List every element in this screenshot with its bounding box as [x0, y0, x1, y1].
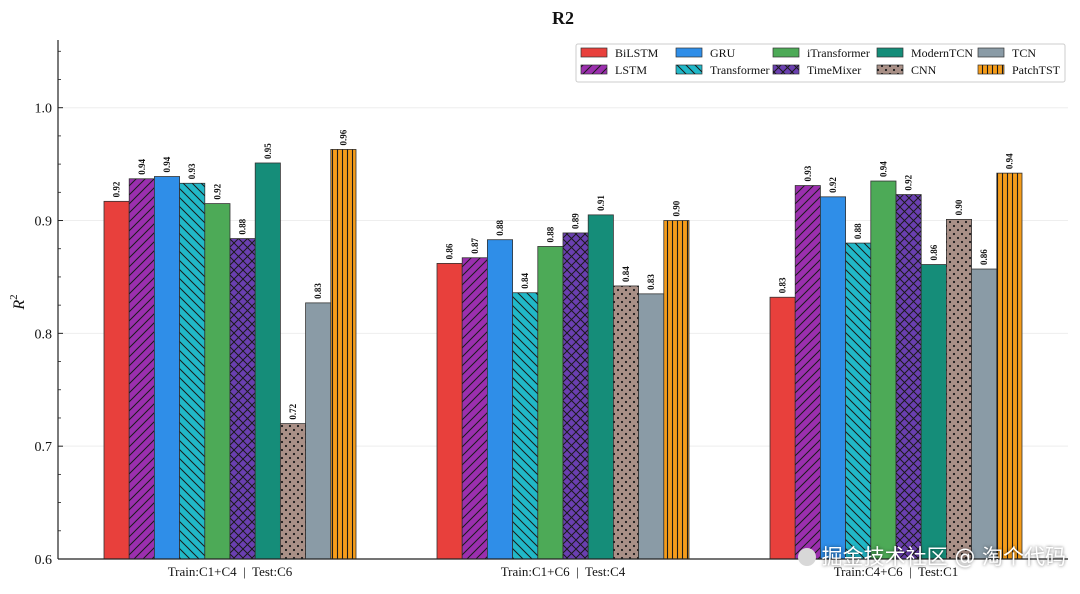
- bar-hatch-transformer-1: [179, 183, 205, 559]
- bar-moderntcn-1: [254, 162, 281, 560]
- bar-hatch-lstm-1: [129, 178, 155, 559]
- bar-bilstm-3: [769, 296, 796, 560]
- bar-hatch-lstm-2: [462, 257, 488, 559]
- bar-gru-1: [153, 176, 180, 560]
- data-label-lstm-2: 0.87: [470, 238, 480, 254]
- bar-itransformer-2: [537, 246, 564, 560]
- x-tick-label: Train:C1+C6 | Test:C4: [501, 564, 626, 579]
- data-label-transformer-1: 0.93: [187, 163, 197, 179]
- bar-gru-2: [486, 239, 513, 560]
- bar-itransformer-3: [870, 180, 897, 560]
- bar-hatch-cnn-3: [946, 219, 972, 559]
- bar-hatch-patchtst-3: [996, 173, 1022, 560]
- legend-label-moderntcn: ModernTCN: [911, 46, 973, 60]
- data-label-timemixer-2: 0.89: [571, 213, 581, 229]
- y-tick-label: 0.8: [35, 327, 53, 342]
- legend: BiLSTM LSTM GRU Transformer iTransformer Time…: [575, 43, 1066, 83]
- bar-moderntcn-2: [587, 214, 614, 560]
- bars: [103, 149, 1023, 560]
- axes: 0.6 0.7 0.8 0.9 1.0 Train:C1+C4 | Test:C6 Trai…: [35, 40, 1068, 579]
- bar-bilstm-2: [436, 262, 463, 560]
- data-label-moderntcn-1: 0.95: [263, 143, 273, 159]
- legend-swatch-hatch-lstm: [581, 65, 607, 74]
- legend-label-patchtst: PatchTST: [1012, 63, 1061, 77]
- y-tick-label: 1.0: [35, 102, 53, 117]
- bar-hatch-transformer-2: [512, 292, 538, 559]
- bar-itransformer-1: [204, 203, 231, 560]
- legend-swatch-hatch-timemixer: [773, 65, 799, 74]
- legend-label-lstm: LSTM: [615, 63, 647, 77]
- data-label-itransformer-2: 0.88: [545, 226, 555, 242]
- bar-hatch-cnn-2: [613, 285, 639, 559]
- chart-title: R2: [552, 8, 574, 28]
- data-label-bilstm-1: 0.92: [112, 181, 122, 197]
- data-label-timemixer-1: 0.88: [238, 218, 248, 234]
- bar-tcn-2: [638, 293, 665, 560]
- bar-hatch-timemixer-3: [896, 194, 922, 560]
- y-tick-label: 0.9: [35, 215, 53, 230]
- bar-hatch-lstm-3: [795, 185, 821, 559]
- y-axis-label: R2: [8, 294, 28, 310]
- data-label-lstm-3: 0.93: [803, 165, 813, 181]
- data-label-transformer-3: 0.88: [853, 223, 863, 239]
- bar-gru-3: [820, 196, 847, 560]
- legend-swatch-gru: [675, 47, 703, 58]
- bar-hatch-transformer-3: [845, 243, 871, 559]
- data-label-gru-3: 0.92: [828, 177, 838, 193]
- legend-swatch-itransformer: [772, 47, 800, 58]
- legend-label-transformer: Transformer: [710, 63, 770, 77]
- legend-swatch-tcn: [977, 47, 1005, 58]
- legend-swatch-bilstm: [580, 47, 608, 58]
- data-labels: 0.92 0.94 0.94 0.93 0.92 0.88 0.95 0.72 0.83 0.96…: [112, 129, 1015, 419]
- legend-swatch-hatch-patchtst: [978, 65, 1004, 74]
- data-label-patchtst-1: 0.96: [338, 129, 348, 145]
- wechat-icon: [797, 548, 816, 566]
- data-label-cnn-3: 0.90: [954, 199, 964, 215]
- bar-moderntcn-3: [920, 264, 947, 560]
- data-label-gru-1: 0.94: [162, 156, 172, 172]
- bar-hatch-patchtst-1: [330, 149, 356, 560]
- y-tick-label: 0.6: [35, 553, 53, 568]
- data-label-cnn-1: 0.72: [288, 403, 298, 419]
- data-label-tcn-3: 0.86: [979, 249, 989, 265]
- data-label-moderntcn-2: 0.91: [596, 195, 606, 211]
- legend-label-bilstm: BiLSTM: [615, 46, 659, 60]
- data-label-tcn-1: 0.83: [313, 283, 323, 299]
- legend-label-itransformer: iTransformer: [807, 46, 870, 60]
- data-label-moderntcn-3: 0.86: [929, 244, 939, 260]
- data-label-tcn-2: 0.83: [646, 274, 656, 290]
- x-tick-label: Train:C4+C6 | Test:C1: [834, 564, 959, 579]
- legend-swatch-hatch-transformer: [676, 65, 702, 74]
- legend-swatch-moderntcn: [876, 47, 904, 58]
- y-tick-label: 0.7: [35, 440, 53, 455]
- data-label-itransformer-1: 0.92: [212, 183, 222, 199]
- legend-label-tcn: TCN: [1012, 46, 1036, 60]
- legend-label-gru: GRU: [710, 46, 736, 60]
- bar-tcn-1: [305, 302, 332, 560]
- data-label-lstm-1: 0.94: [137, 159, 147, 175]
- data-label-cnn-2: 0.84: [621, 266, 631, 282]
- legend-label-timemixer: TimeMixer: [807, 63, 861, 77]
- bar-hatch-timemixer-2: [563, 232, 589, 559]
- watermark: 掘金技术社区 @ 淘个代码: [797, 541, 1066, 571]
- bar-hatch-timemixer-1: [230, 238, 256, 559]
- bar-bilstm-1: [103, 200, 130, 560]
- legend-swatch-hatch-cnn: [877, 65, 903, 74]
- data-label-itransformer-3: 0.94: [878, 161, 888, 177]
- data-label-patchtst-2: 0.90: [671, 200, 681, 216]
- data-label-bilstm-2: 0.86: [445, 243, 455, 259]
- data-label-bilstm-3: 0.83: [778, 277, 788, 293]
- bar-hatch-cnn-1: [280, 423, 306, 559]
- data-label-timemixer-3: 0.92: [904, 174, 914, 190]
- bar-tcn-3: [971, 268, 998, 560]
- bar-hatch-patchtst-2: [663, 220, 689, 560]
- watermark-text: 掘金技术社区 @ 淘个代码: [821, 545, 1066, 569]
- legend-label-cnn: CNN: [911, 63, 937, 77]
- x-tick-label: Train:C1+C4 | Test:C6: [168, 564, 293, 579]
- data-label-gru-2: 0.88: [495, 219, 505, 235]
- data-label-patchtst-3: 0.94: [1004, 153, 1014, 169]
- data-label-transformer-2: 0.84: [520, 272, 530, 288]
